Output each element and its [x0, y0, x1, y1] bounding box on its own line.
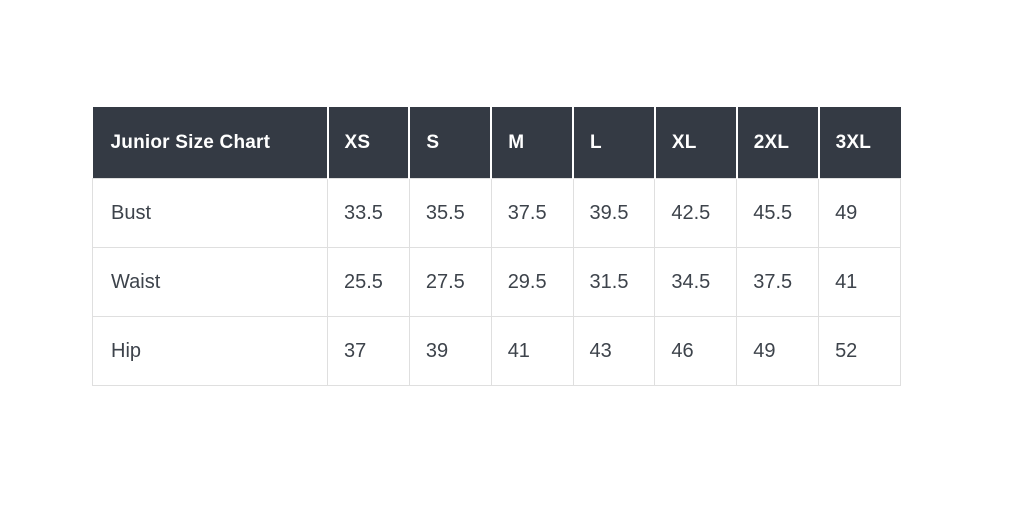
column-header-xs: XS	[327, 107, 411, 179]
cell-bust-s: 35.5	[408, 178, 492, 248]
cell-hip-l: 43	[572, 316, 656, 386]
cell-hip-m: 41	[490, 316, 574, 386]
column-header-3xl: 3XL	[818, 107, 901, 179]
cell-waist-m: 29.5	[490, 247, 574, 317]
cell-waist-l: 31.5	[572, 247, 656, 317]
table-row-waist: Waist 25.5 27.5 29.5 31.5 34.5 37.5 41	[92, 247, 901, 317]
junior-size-chart-table: Junior Size Chart XS S M L XL 2XL 3XL Bust 33.5…	[92, 107, 901, 386]
column-header-2xl: 2XL	[736, 107, 820, 179]
cell-bust-m: 37.5	[490, 178, 574, 248]
table-row-bust: Bust 33.5 35.5 37.5 39.5 42.5 45.5 49	[92, 178, 901, 248]
cell-hip-2xl: 49	[736, 316, 820, 386]
table-title-cell: Junior Size Chart	[92, 107, 329, 179]
cell-waist-xs: 25.5	[327, 247, 410, 317]
column-header-l: L	[573, 107, 656, 179]
row-label-waist: Waist	[92, 247, 328, 317]
row-label-bust: Bust	[92, 178, 328, 248]
cell-hip-xl: 46	[654, 316, 738, 386]
cell-bust-3xl: 49	[818, 178, 901, 248]
column-header-m: M	[491, 107, 575, 179]
header-row: Junior Size Chart XS S M L XL 2XL 3XL	[92, 107, 901, 179]
cell-waist-s: 27.5	[408, 247, 492, 317]
cell-hip-s: 39	[408, 316, 492, 386]
table-row-hip: Hip 37 39 41 43 46 49 52	[92, 316, 901, 386]
table-header: Junior Size Chart XS S M L XL 2XL 3XL	[92, 107, 901, 179]
cell-waist-3xl: 41	[818, 247, 901, 317]
cell-bust-xl: 42.5	[654, 178, 738, 248]
row-label-hip: Hip	[92, 316, 328, 386]
cell-bust-xs: 33.5	[327, 178, 410, 248]
cell-hip-xs: 37	[327, 316, 410, 386]
table-body: Bust 33.5 35.5 37.5 39.5 42.5 45.5 49 Waist 25.5 2…	[92, 178, 901, 386]
column-header-xl: XL	[654, 107, 738, 179]
cell-bust-l: 39.5	[572, 178, 656, 248]
column-header-s: S	[409, 107, 493, 179]
cell-hip-3xl: 52	[818, 316, 901, 386]
cell-bust-2xl: 45.5	[736, 178, 820, 248]
cell-waist-xl: 34.5	[654, 247, 738, 317]
cell-waist-2xl: 37.5	[736, 247, 820, 317]
